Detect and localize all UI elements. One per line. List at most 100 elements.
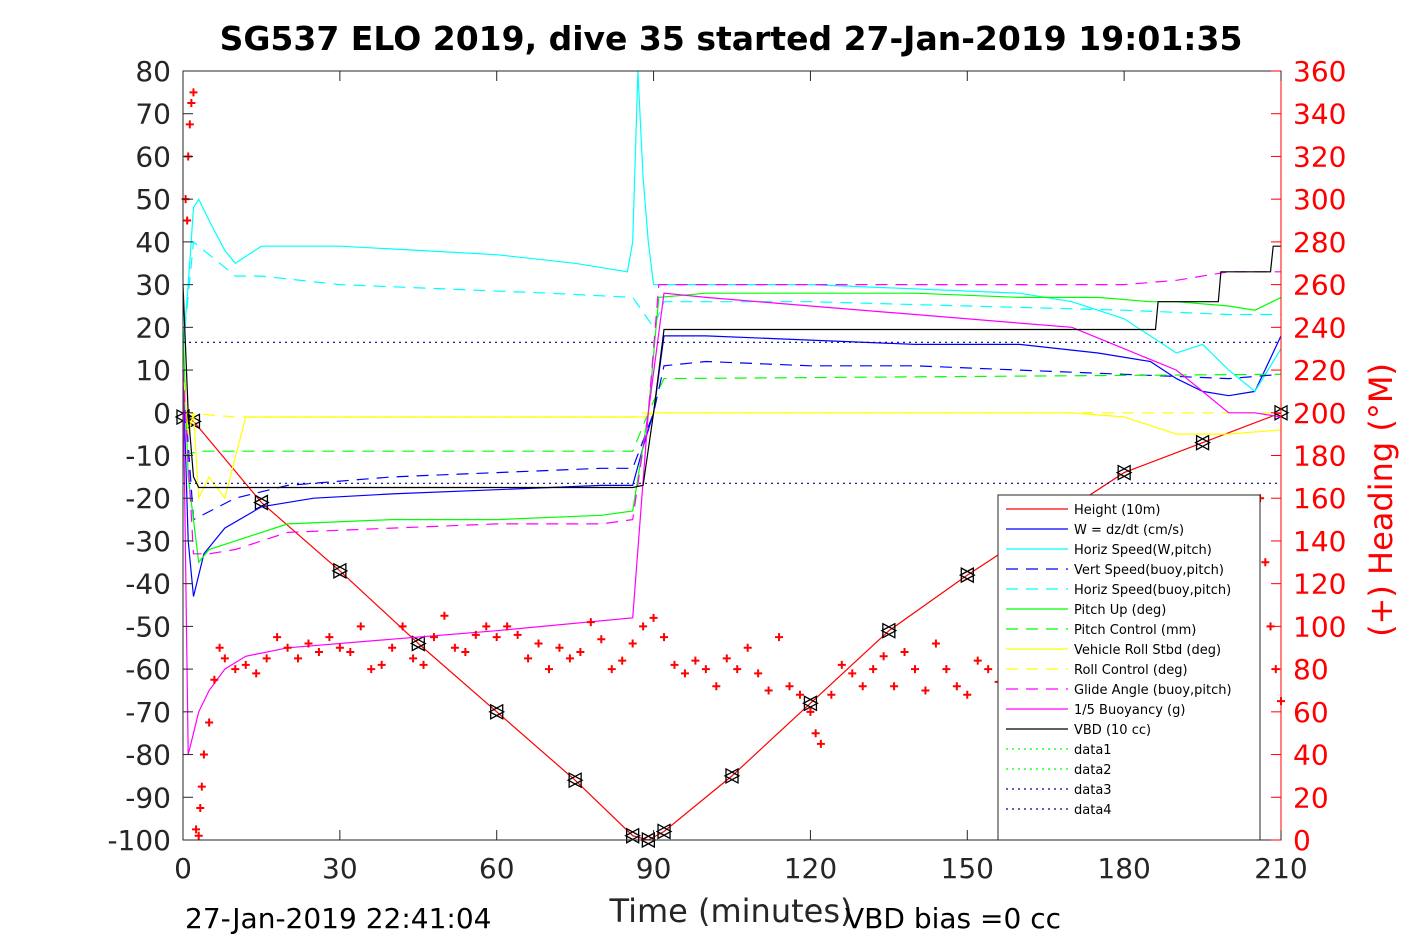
y-tick-label: -50	[125, 610, 171, 643]
depth-marker-left	[409, 635, 425, 652]
y-tick-label: 10	[135, 354, 171, 387]
right-tick-label: 340	[1293, 98, 1346, 131]
legend-entry: Height (10m)	[1074, 503, 1160, 518]
x-tick-label: 60	[479, 852, 515, 885]
heading-point	[185, 120, 194, 129]
depth-marker	[880, 622, 898, 639]
heading-point	[911, 665, 919, 674]
heading-point	[262, 654, 271, 663]
right-tick-label: 300	[1293, 183, 1346, 216]
x-tick-label: 150	[941, 852, 994, 885]
y-tick-label: -60	[125, 653, 171, 686]
heading-point	[429, 633, 438, 642]
y-tick-label: 40	[135, 226, 171, 259]
right-tick-label: 200	[1293, 397, 1346, 430]
y-tick-label: -80	[125, 739, 171, 772]
x-tick-label: 30	[322, 852, 358, 885]
heading-point	[785, 682, 794, 691]
heading-point	[194, 831, 203, 840]
heading-point	[199, 750, 208, 759]
heading-point	[649, 613, 658, 622]
heading-point	[691, 656, 700, 665]
depth-marker	[655, 823, 673, 840]
heading-point	[869, 665, 878, 674]
depth-marker	[331, 562, 349, 579]
legend-entry: Vehicle Roll Stbd (deg)	[1074, 643, 1221, 658]
legend-entry: data2	[1074, 763, 1112, 778]
heading-point	[205, 718, 214, 727]
y-tick-label: 30	[135, 269, 171, 302]
depth-marker	[488, 703, 506, 720]
heading-point	[963, 690, 972, 699]
heading-point	[973, 656, 982, 665]
legend-entry: Roll Control (deg)	[1074, 663, 1188, 678]
heading-point	[335, 643, 344, 652]
legend-entry: Pitch Up (deg)	[1074, 603, 1166, 618]
depth-marker-left	[1194, 434, 1210, 451]
heading-point	[440, 611, 449, 620]
heading-point	[409, 654, 418, 663]
depth-marker-left	[253, 494, 269, 511]
heading-point	[388, 643, 397, 652]
heading-point	[461, 648, 470, 657]
right-tick-label: 20	[1293, 781, 1329, 814]
heading-point	[722, 654, 731, 663]
x-tick-label: 120	[784, 852, 837, 885]
heading-point	[701, 665, 710, 674]
right-tick-label: 40	[1293, 739, 1329, 772]
heading-point	[942, 665, 951, 674]
legend-entry: data3	[1074, 783, 1112, 798]
depth-marker-left	[958, 567, 974, 584]
y-tick-label: 60	[135, 140, 171, 173]
heading-point	[984, 665, 993, 674]
heading-point	[450, 643, 459, 652]
series-line-10	[182, 292, 1282, 755]
heading-point	[471, 630, 480, 639]
series-line-11	[182, 245, 1281, 489]
heading-point	[660, 633, 669, 642]
heading-point	[524, 654, 533, 663]
heading-point	[545, 665, 553, 674]
depth-marker-left	[566, 772, 582, 789]
right-tick-label: 280	[1293, 226, 1346, 259]
heading-point	[1261, 558, 1270, 567]
chart-title: SG537 ELO 2019, dive 35 started 27-Jan-2…	[220, 19, 1243, 58]
y-tick-label: -40	[125, 568, 171, 601]
right-axis-label: (+) Heading (°M)	[1362, 363, 1400, 637]
heading-point	[189, 88, 198, 97]
right-tick-label: 360	[1293, 55, 1346, 88]
right-tick-label: 240	[1293, 311, 1346, 344]
heading-point	[597, 635, 606, 644]
series-line-6	[182, 373, 1282, 457]
heading-point	[294, 654, 303, 663]
depth-marker	[958, 567, 976, 584]
right-tick-label: 180	[1293, 440, 1346, 473]
legend-entry: Vert Speed(buoy,pitch)	[1074, 563, 1224, 578]
right-tick-label: 80	[1293, 653, 1329, 686]
heading-point	[900, 648, 909, 657]
depth-marker	[1194, 434, 1211, 451]
y-tick-label: 50	[135, 183, 171, 216]
right-tick-label: 160	[1293, 482, 1346, 515]
depth-marker	[409, 635, 427, 652]
legend: Height (10m) W = dz/dt (cm/s) Horiz Speed(…	[997, 494, 1261, 841]
heading-point	[952, 682, 961, 691]
heading-point	[680, 669, 689, 678]
y-tick-label: -20	[125, 482, 171, 515]
heading-point	[196, 803, 205, 812]
series-line-2	[182, 70, 1282, 393]
heading-point	[241, 660, 250, 669]
depth-marker-left	[331, 562, 347, 579]
heading-point	[534, 639, 543, 648]
heading-point	[304, 639, 313, 648]
right-tick-label: 260	[1293, 269, 1346, 302]
heading-point	[639, 622, 648, 631]
y-tick-label: -70	[125, 696, 171, 729]
heading-point	[858, 682, 867, 691]
depth-marker-left	[624, 827, 640, 844]
heading-point	[775, 633, 784, 642]
y-tick-label: -100	[107, 824, 171, 857]
heading-point	[618, 656, 627, 665]
heading-point	[764, 686, 773, 695]
